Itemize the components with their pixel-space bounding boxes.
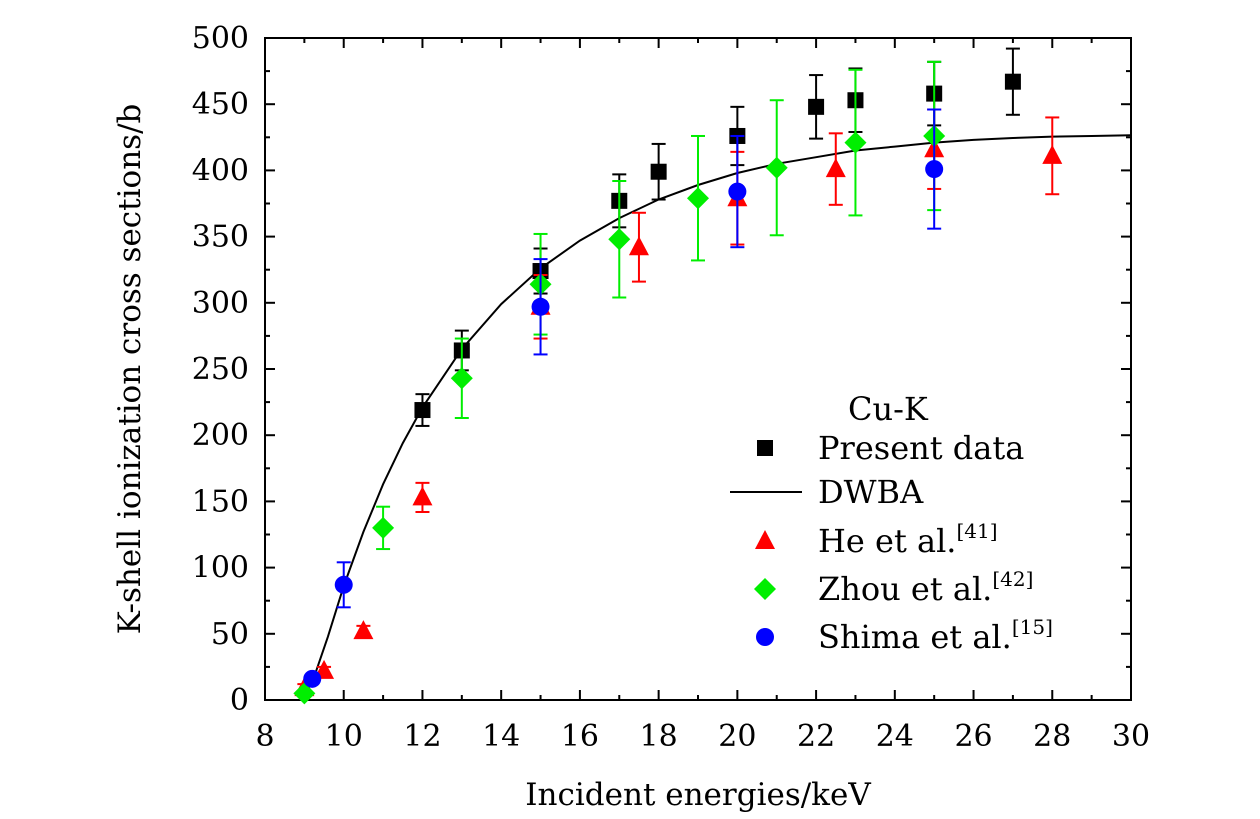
data-point: [450, 367, 473, 390]
x-tick-label: 14: [482, 719, 520, 754]
x-tick-label: 20: [718, 719, 756, 754]
data-point: [412, 486, 433, 506]
y-tick-label: 350: [192, 220, 249, 255]
y-tick-label: 150: [192, 484, 249, 519]
data-point: [728, 182, 747, 201]
dwba-curve: [302, 134, 1132, 701]
data-point: [303, 669, 322, 688]
data-point: [531, 297, 550, 316]
x-axis-title: Incident energies/keV: [525, 777, 871, 813]
y-tick-label: 400: [192, 153, 249, 188]
y-tick-label: 300: [192, 286, 249, 321]
legend-label-name: He et al.: [818, 522, 956, 560]
data-point: [414, 402, 431, 419]
legend-label: Present data: [818, 429, 1024, 467]
legend-reference: [15]: [1012, 615, 1053, 639]
data-point: [1004, 73, 1021, 90]
series-he-et-al: [294, 108, 1063, 697]
series-present-data: [414, 47, 1021, 427]
legend-label-name: Shima et al.: [818, 618, 1012, 656]
data-point: [650, 163, 667, 180]
x-tick-label: 30: [1112, 719, 1150, 754]
legend-marker: [756, 628, 774, 646]
y-tick-label: 450: [192, 87, 249, 122]
y-tick-label: 200: [192, 418, 249, 453]
y-axis-title: K-shell ionization cross sections/b: [112, 104, 148, 635]
data-point: [628, 236, 649, 256]
x-tick-label: 10: [325, 719, 363, 754]
legend: Cu-K Present data DWBA He et al.[41] Zhou e…: [730, 390, 1053, 656]
series-shima-et-al: [303, 108, 944, 688]
legend-label: He et al.[41]: [818, 519, 998, 560]
legend-reference: [42]: [992, 567, 1033, 591]
data-point: [925, 160, 944, 179]
y-tick-label: 100: [192, 551, 249, 586]
legend-label-name: DWBA: [818, 473, 924, 511]
x-tick-label: 24: [876, 719, 914, 754]
data-series: [293, 47, 1132, 705]
data-point: [334, 575, 353, 594]
x-tick-label: 8: [255, 719, 274, 754]
x-tick-label: 26: [954, 719, 992, 754]
data-point: [808, 98, 825, 115]
x-tick-label: 12: [403, 719, 441, 754]
data-point: [1042, 144, 1063, 164]
legend-label: DWBA: [818, 473, 924, 511]
data-point: [293, 682, 316, 705]
data-point: [765, 156, 788, 179]
data-point: [844, 131, 867, 154]
x-tick-label: 18: [640, 719, 678, 754]
x-tick-label: 22: [797, 719, 835, 754]
y-tick-label: 250: [192, 352, 249, 387]
legend-reference: [41]: [956, 519, 997, 543]
y-tick-label: 0: [230, 683, 249, 718]
y-tick-label: 500: [192, 21, 249, 56]
data-point: [608, 228, 631, 251]
x-tick-label: 16: [561, 719, 599, 754]
y-tick-label: 50: [211, 617, 249, 652]
legend-title: Cu-K: [848, 390, 929, 428]
data-point: [372, 516, 395, 539]
legend-label: Zhou et al.[42]: [818, 567, 1033, 608]
data-point: [353, 620, 374, 640]
legend-marker: [754, 578, 776, 600]
data-point: [687, 187, 709, 210]
legend-label-name: Present data: [818, 429, 1024, 467]
legend-label-name: Zhou et al.: [818, 570, 992, 608]
data-point: [825, 158, 846, 178]
legend-marker: [755, 530, 775, 549]
legend-label: Shima et al.[15]: [818, 615, 1053, 656]
series-dwba: [302, 134, 1132, 701]
legend-marker: [757, 440, 773, 456]
axis-ticks: 8 10 12 14 16 18 20 22 24 26 28 3005010015020025030…: [192, 21, 1150, 754]
x-tick-label: 28: [1033, 719, 1071, 754]
